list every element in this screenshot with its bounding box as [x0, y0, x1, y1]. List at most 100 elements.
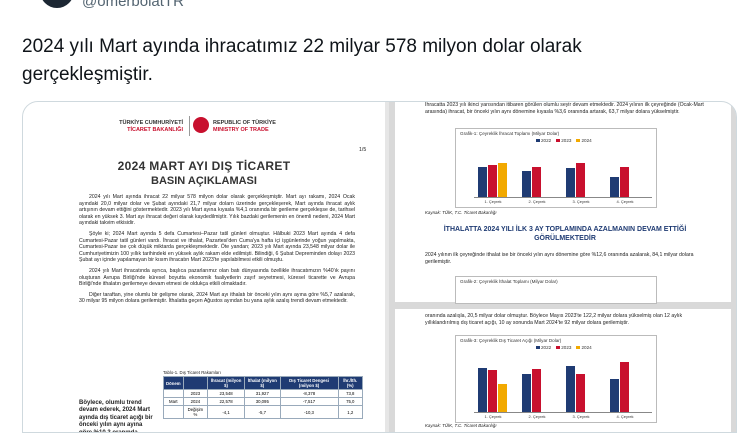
header-cell: İhr./İth. (%)	[337, 376, 364, 390]
bar-shape	[566, 168, 575, 197]
table-row: Mart 2024 22,578 30,095 -7,517 75,0	[163, 397, 364, 406]
table-row: 2023 23,548 31,927 -8,378 73,8	[163, 389, 364, 398]
header-cell: Dönem	[163, 376, 184, 390]
lower-text: oranında azalışla, 20,5 milyar dolar olm…	[425, 313, 683, 326]
chart-title: Grafik-1: Çeyreklik İhracat Toplamı (Mil…	[460, 131, 560, 136]
legend-label: 2023	[561, 138, 572, 143]
bar-shape	[498, 163, 507, 197]
bar-shape	[532, 167, 541, 197]
table-cell: 73,8	[337, 389, 364, 398]
logo-line: REPUBLIC OF TÜRKİYE	[213, 120, 276, 126]
legend-item: 2022	[536, 138, 551, 143]
table-cell: 1,2	[337, 405, 364, 419]
intro-text: İhracatta 2023 yılı ikinci yarısından it…	[425, 102, 704, 115]
paragraph: Şöyle ki; 2024 Mart ayında 5 defa Cumart…	[79, 230, 355, 264]
bar-shape	[478, 167, 487, 197]
report-pages: İhracatta 2023 yılı ikinci yarısından it…	[389, 102, 736, 432]
chart-image: Grafik-3: Çeyreklik Dış Ticaret Açığı (M…	[455, 335, 657, 423]
table-header: Dönem İhracat (milyon $) İthalat (milyon $…	[163, 376, 364, 390]
avatar[interactable]	[40, 0, 74, 8]
x-label: 4. Çeyrek	[616, 414, 634, 419]
bar-shape	[610, 177, 619, 197]
logo-left: TÜRKİYE CUMHURİYETİ TİCARET BAKANLIĞI	[63, 120, 183, 134]
doc-subtitle: BASIN AÇIKLAMASI	[151, 175, 257, 187]
section-heading: İTHALATTA 2024 YILI İLK 3 AY TOPLAMINDA …	[443, 226, 687, 242]
table-cell: -5,7	[243, 405, 281, 419]
bar-shape	[478, 368, 487, 412]
table-cell: 2023	[182, 389, 209, 398]
import-text: 2024 yılının ilk çeyreğinde ithalat ise …	[425, 252, 694, 265]
bottom-text: Böylece, olumlu trend devam ederek, 2024…	[79, 400, 153, 433]
source: Kaynak: TÜİK, T.C. Ticaret Bakanlığı	[425, 423, 497, 428]
legend-swatch	[576, 139, 581, 142]
bar-shape	[522, 374, 531, 412]
chart-title: Grafik-3: Çeyreklik Dış Ticaret Açığı (M…	[460, 338, 562, 343]
tweet-text: 2024 yılı Mart ayında ihracatımız 22 mil…	[22, 36, 582, 85]
legend-item: 2022	[536, 345, 551, 350]
legend-item: 2023	[556, 138, 571, 143]
axis	[474, 197, 652, 198]
legend-swatch	[536, 346, 540, 349]
legend-item: 2024	[576, 138, 592, 143]
logo-line: TÜRKİYE CUMHURİYETİ	[119, 120, 183, 126]
x-label: 1. Çeyrek	[484, 414, 502, 419]
x-label: 4. Çeyrek	[616, 199, 634, 204]
table-cell: -7,517	[279, 397, 339, 406]
media[interactable]: TÜRKİYE CUMHURİYETİ TİCARET BAKANLIĞI RE…	[22, 101, 737, 433]
table-cell	[163, 405, 184, 419]
legend-label: 2022	[541, 138, 552, 143]
header-cell	[182, 376, 209, 390]
header-cell: Dış Ticaret Dengesi (milyon $)	[279, 376, 339, 390]
bar-shape	[532, 369, 541, 412]
x-label: 2. Çeyrek	[528, 414, 546, 419]
table-cell: -10,3	[279, 405, 339, 419]
chart-image: Grafik-1: Çeyreklik İhracat Toplamı (Mil…	[455, 128, 657, 208]
table-cell: -8,378	[279, 389, 339, 398]
x-label: 2. Çeyrek	[528, 199, 546, 204]
table-cell: 23,548	[207, 389, 245, 398]
legend-swatch	[536, 139, 540, 142]
doc-title: 2024 MART AYI DIŞ TİCARET	[117, 159, 291, 173]
table-cell: Değişim %	[182, 405, 209, 419]
x-label: 1. Çeyrek	[484, 199, 502, 204]
logo-line: TİCARET BAKANLIĞI	[127, 127, 183, 133]
bar-shape	[488, 370, 497, 412]
legend-swatch	[556, 139, 561, 142]
chart-image: Grafik-2: Çeyreklik İthalat Toplamı (Mil…	[455, 276, 657, 304]
bar-shape	[566, 366, 575, 412]
handle[interactable]: @ömerbolatTR	[82, 0, 184, 10]
bar-shape	[522, 171, 531, 197]
table: Dönem İhracat (milyon $) İthalat (milyon $…	[163, 376, 364, 419]
legend-label: 2024	[581, 345, 592, 350]
legend: 2022 2023 2024	[536, 138, 592, 143]
axis	[474, 412, 652, 413]
press-release: TÜRKİYE CUMHURİYETİ TİCARET BAKANLIĞI RE…	[23, 102, 385, 432]
bar-shape	[620, 362, 629, 412]
bar-shape	[576, 374, 585, 412]
table-cell: Mart	[163, 397, 184, 406]
x-label: 3. Çeyrek	[572, 199, 590, 204]
paragraph: 2024 yılı Mart ayında ihracat 22 milyar …	[79, 194, 355, 227]
legend-swatch	[556, 346, 561, 349]
paragraph: Diğer taraftan, yine olumlu bir gelişme …	[79, 291, 355, 305]
table-cell: 2024	[182, 397, 209, 406]
table-cell: -4,1	[207, 405, 245, 419]
table-cell: 30,095	[243, 397, 281, 406]
legend: 2022 2023 2024	[536, 345, 592, 350]
logo-line: MINISTRY OF TRADE	[213, 127, 269, 133]
header-cell: İthalat (milyon $)	[243, 376, 281, 390]
bar-shape	[610, 379, 619, 412]
legend-swatch	[576, 346, 581, 349]
bar-shape	[488, 165, 497, 197]
chart-title: Grafik-2: Çeyreklik İthalat Toplamı (Mil…	[460, 279, 558, 284]
report-page: oranında azalışla, 20,5 milyar dolar olm…	[395, 309, 731, 432]
bar-shape	[576, 163, 585, 197]
bar-shape	[498, 384, 507, 412]
source: Kaynak: TÜİK, T.C. Ticaret Bakanlığı	[425, 210, 497, 215]
x-label: 3. Çeyrek	[572, 414, 590, 419]
legend-label: 2023	[561, 345, 572, 350]
legend-item: 2024	[576, 345, 592, 350]
report-page: İhracatta 2023 yılı ikinci yarısından it…	[395, 102, 731, 304]
paragraphs: 2024 yılı Mart ayında ihracat 22 milyar …	[79, 194, 355, 309]
legend-label: 2024	[581, 138, 592, 143]
